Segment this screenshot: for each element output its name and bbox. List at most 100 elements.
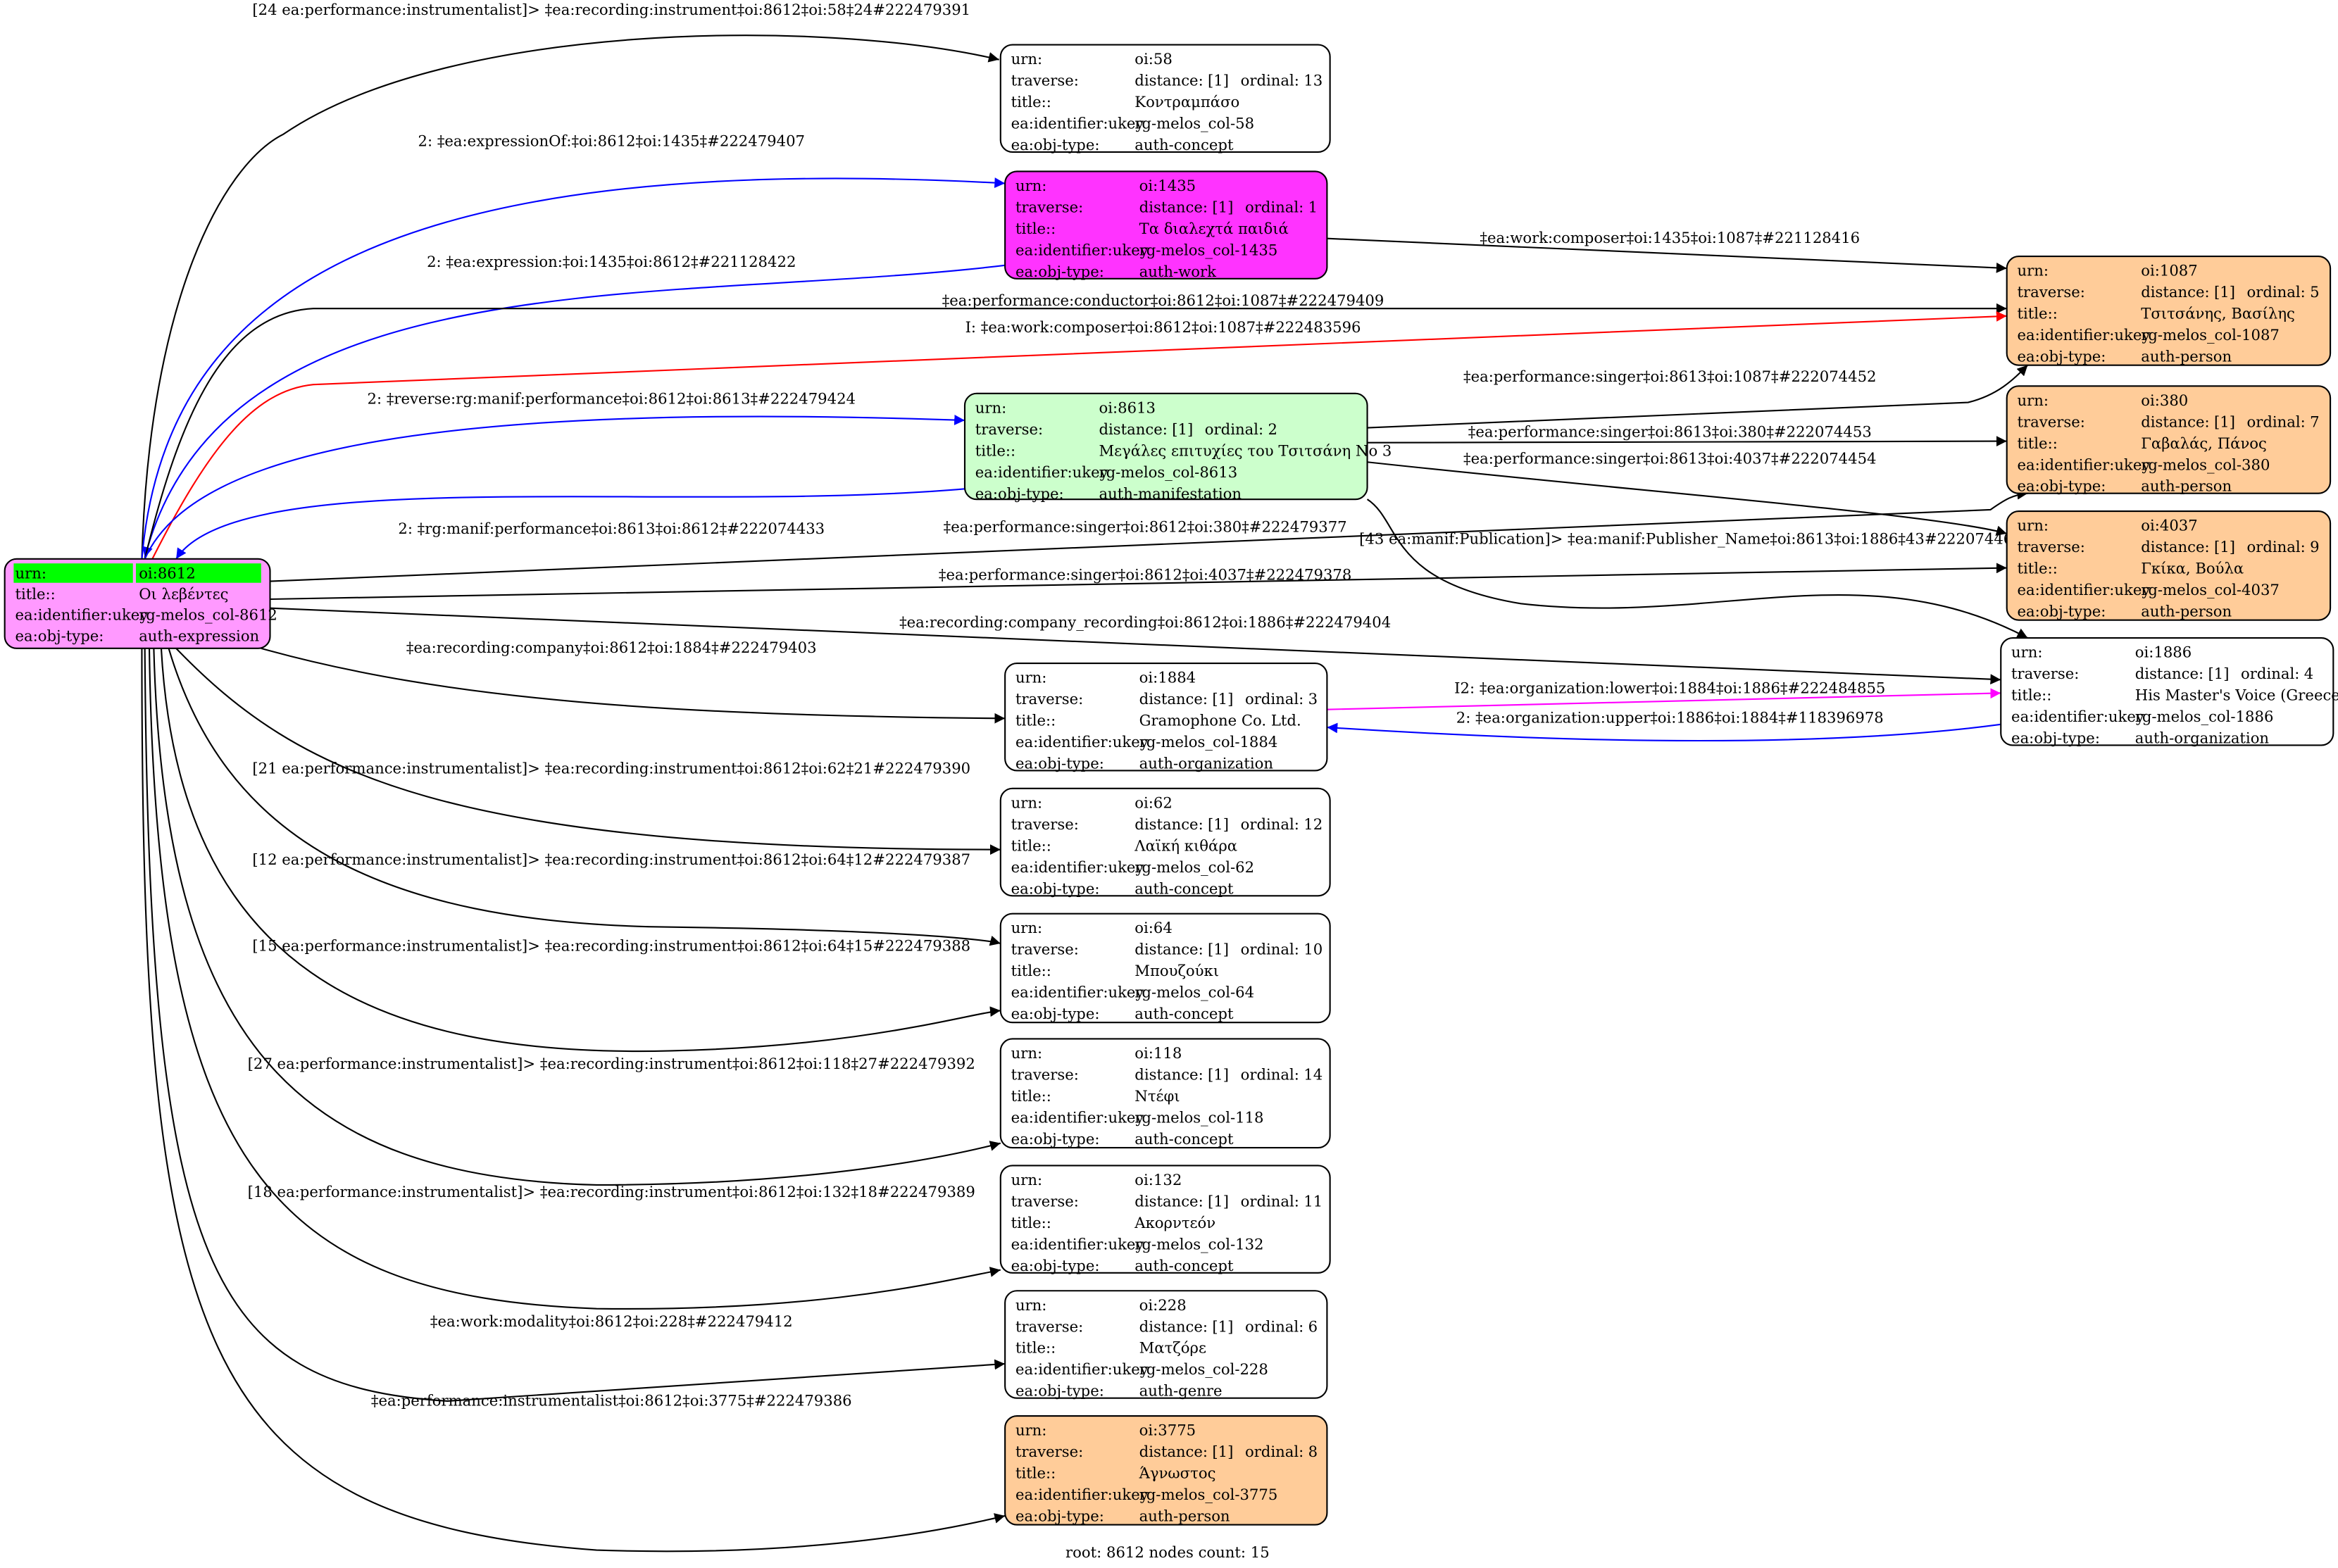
field-value-urn: oi:8613 (1099, 399, 1156, 416)
edge-line[interactable] (1366, 498, 2028, 639)
node-oi-1087[interactable]: urn: oi:1087 traverse: distance: [1] ordinal:… (2006, 256, 2332, 366)
node-oi-1884[interactable]: urn: oi:1884 traverse: distance: [1] ordinal:… (1004, 662, 1328, 772)
field-value-obj_type: auth-concept (1134, 136, 1234, 153)
edge-line[interactable] (160, 648, 1001, 1053)
node-oi-62[interactable]: urn: oi:62 traverse: distance: [1] ordinal: 12… (999, 787, 1331, 897)
traverse-value: distance: [1] ordinal: 8 (1139, 1443, 1318, 1460)
field-label: ea:obj-type: (2018, 477, 2106, 495)
edge[interactable]: ‡ea:performance:instrumentalist‡oi:8612‡… (141, 648, 1006, 1553)
node-oi-4037[interactable]: urn: oi:4037 traverse: distance: [1] ordinal:… (2006, 510, 2332, 621)
node-box[interactable] (999, 44, 1331, 153)
edge-line[interactable] (175, 488, 965, 560)
node-box[interactable] (1004, 1290, 1328, 1399)
edge[interactable]: ‡ea:performance:conductor‡oi:8612‡oi:108… (144, 291, 2007, 560)
edge[interactable]: ‡ea:recording:company‡oi:8612‡oi:1884‡#2… (261, 639, 1006, 724)
node-box[interactable] (1004, 1415, 1328, 1526)
edge[interactable]: [12 ea:performance:instrumentalist]> ‡ea… (168, 648, 1001, 946)
node-box[interactable] (999, 1165, 1331, 1274)
edge-line[interactable] (1327, 237, 2007, 273)
edge-line[interactable] (1367, 436, 2007, 447)
node-box[interactable] (999, 912, 1331, 1024)
field-value-ukey: rg-melos_col-1886 (2135, 708, 2274, 725)
edge[interactable]: 2: ‡rg:manif:performance‡oi:8613‡oi:8612… (175, 488, 965, 560)
edge-line[interactable] (1327, 722, 2001, 742)
node-oi-118[interactable]: urn: oi:118 traverse: distance: [1] ordinal: 1… (999, 1038, 1331, 1149)
node-oi-8613[interactable]: urn: oi:8613 traverse: distance: [1] ordinal:… (963, 392, 1392, 502)
node-box[interactable] (1004, 170, 1328, 280)
node-box[interactable] (2006, 256, 2332, 366)
edge[interactable]: ‡ea:performance:singer‡oi:8612‡oi:380‡#2… (270, 489, 2028, 582)
edge-line[interactable] (141, 177, 1006, 559)
edge-line[interactable] (142, 264, 1006, 558)
node-oi-132[interactable]: urn: oi:132 traverse: distance: [1] ordinal: 1… (999, 1165, 1331, 1274)
edge[interactable]: ‡ea:recording:company_recording‡oi:8612‡… (270, 607, 2001, 685)
field-label: urn: (1011, 1044, 1043, 1062)
distance-value: [1] (2214, 413, 2235, 430)
field-label: urn: (1011, 919, 1043, 936)
edge-line[interactable] (270, 607, 2001, 685)
field-value-title: Λαϊκή κιθάρα (1134, 836, 1237, 854)
edge[interactable]: [15 ea:performance:instrumentalist]> ‡ea… (160, 648, 1001, 1053)
edge-line[interactable] (1327, 688, 2001, 710)
node-box[interactable] (999, 787, 1331, 897)
edge[interactable]: 2: ‡ea:organization:upper‡oi:1886‡oi:188… (1327, 709, 2001, 742)
edge[interactable]: ‡ea:work:composer‡oi:1435‡oi:1087‡#22112… (1327, 229, 2007, 273)
node-oi-1886[interactable]: urn: oi:1886 traverse: distance: [1] ordinal:… (2000, 636, 2338, 746)
field-value-title: Ντέφι (1134, 1087, 1180, 1105)
field-label: ea:identifier:ukey (1015, 1360, 1149, 1378)
edge-line[interactable] (144, 648, 1006, 1402)
edge[interactable]: I: ‡ea:work:composer‡oi:8612‡oi:1087‡#22… (151, 311, 2007, 560)
edge-label: 2: ‡ea:organization:upper‡oi:1886‡oi:188… (1456, 709, 1884, 727)
field-value-ukey: rg-melos_col-1435 (1139, 241, 1278, 258)
edge[interactable]: 2: ‡ea:expressionOf:‡oi:8612‡oi:1435‡#22… (141, 132, 1006, 559)
edge-line[interactable] (144, 415, 965, 560)
node-box[interactable] (1004, 662, 1328, 772)
edge-line[interactable] (141, 35, 999, 559)
node-oi-58[interactable]: urn: oi:58 traverse: distance: [1] ordinal: 13… (999, 44, 1331, 153)
edge[interactable]: ‡ea:performance:singer‡oi:8613‡oi:380‡#2… (1367, 422, 2007, 447)
field-value-ukey: rg-melos_col-3775 (1139, 1486, 1278, 1503)
edge[interactable]: ‡ea:performance:singer‡oi:8613‡oi:1087‡#… (1367, 364, 2029, 429)
edge[interactable]: [27 ea:performance:instrumentalist]> ‡ea… (153, 648, 1001, 1186)
edge[interactable]: 2: ‡reverse:rg:manif:performance‡oi:8612… (144, 390, 965, 560)
edge[interactable]: [18 ea:performance:instrumentalist]> ‡ea… (148, 648, 1001, 1310)
edge-line[interactable] (175, 648, 1001, 855)
edge-line[interactable] (151, 311, 2007, 560)
node-oi-228[interactable]: urn: oi:228 traverse: distance: [1] ordinal: 6… (1004, 1290, 1328, 1400)
ordinal-value: 8 (1308, 1443, 1318, 1460)
node-box[interactable] (2006, 385, 2332, 494)
edge[interactable]: [21 ea:performance:instrumentalist]> ‡ea… (175, 648, 1001, 855)
edge-line[interactable] (148, 648, 1001, 1310)
field-value-title: Γαβαλάς, Πάνος (2141, 434, 2267, 452)
field-label: ea:identifier:ukey (15, 606, 149, 624)
node-box[interactable] (2006, 510, 2332, 621)
edge-line[interactable] (168, 648, 1001, 946)
distance-label: distance: (1139, 1443, 1208, 1460)
field-label: ea:identifier:ukey (2018, 326, 2151, 344)
node-oi-380[interactable]: urn: oi:380 traverse: distance: [1] ordinal: 7… (2006, 385, 2332, 495)
edge[interactable]: [24 ea:performance:instrumentalist]> ‡ea… (141, 1, 999, 559)
edge[interactable]: ‡ea:performance:singer‡oi:8613‡oi:4037‡#… (1367, 449, 2007, 536)
edge-line[interactable] (1367, 461, 2007, 536)
edge-line[interactable] (153, 648, 1001, 1186)
edge-label: [12 ea:performance:instrumentalist]> ‡ea… (252, 851, 970, 868)
ordinal-value: 9 (2310, 538, 2319, 556)
edge[interactable]: [43 ea:manif:Publication]> ‡ea:manif:Pub… (1359, 498, 2028, 639)
edge-line[interactable] (1367, 364, 2029, 429)
edge[interactable]: ‡ea:performance:singer‡oi:8612‡oi:4037‡#… (270, 563, 2007, 601)
edge-line[interactable] (261, 647, 1006, 724)
node-box[interactable] (963, 392, 1368, 501)
edge[interactable]: 2: ‡ea:expression:‡oi:1435‡oi:8612‡#2211… (142, 253, 1006, 558)
edge-line[interactable] (270, 563, 2007, 601)
edge-line[interactable] (144, 303, 2007, 560)
edge[interactable]: I2: ‡ea:organization:lower‡oi:1884‡oi:18… (1327, 679, 2001, 710)
edge[interactable]: ‡ea:work:modality‡oi:8612‡oi:228‡#222479… (144, 648, 1006, 1402)
node-box[interactable] (999, 1038, 1331, 1149)
node-box[interactable] (2000, 636, 2334, 746)
node-oi-3775[interactable]: urn: oi:3775 traverse: distance: [1] ordinal:… (1004, 1415, 1328, 1526)
node-oi-1435[interactable]: urn: oi:1435 traverse: distance: [1] ordinal:… (1004, 170, 1328, 280)
node-oi-64[interactable]: urn: oi:64 traverse: distance: [1] ordinal: 10… (999, 912, 1331, 1024)
edge-line[interactable] (141, 648, 1006, 1553)
